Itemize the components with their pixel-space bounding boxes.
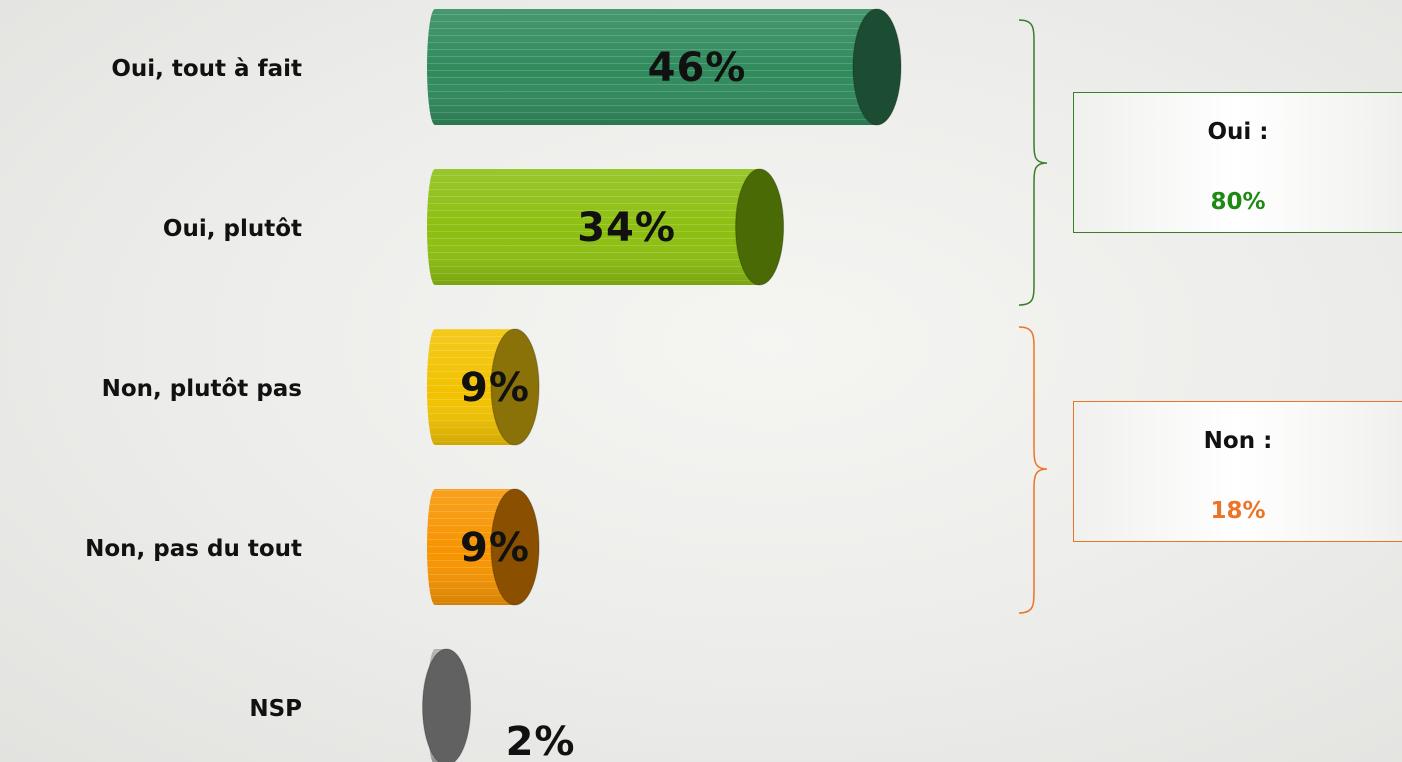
category-label-4: Non, pas du tout [85,536,302,562]
bar-end-cap [735,168,785,286]
bar-end-cap [852,8,902,126]
oui-summary-label: Oui : [1207,119,1269,145]
bar-shading [427,329,516,445]
group-braces [1018,19,1048,614]
category-label-3: Non, plutôt pas [102,376,302,402]
category-labels: Oui, tout à fait Oui, plutôt Non, plutôt p… [85,56,302,722]
oui-group-brace [1018,19,1048,306]
bar-4 [427,488,540,606]
category-label-1: Oui, tout à fait [111,56,302,82]
bar-3 [427,328,540,446]
bar-end-cap [490,328,540,446]
value-label-2: 34% [577,205,676,251]
value-label-1: 46% [648,45,747,91]
oui-summary-value: 80% [1210,189,1266,215]
bar-shading [427,9,877,125]
bar-2 [427,168,785,286]
oui-summary-box: Oui : 80% [1073,92,1402,233]
bar-shading [427,489,516,605]
value-label-5: 2% [506,719,576,762]
value-label-4: 9% [460,525,530,571]
bar-end-cap [490,488,540,606]
bar-shading [427,169,760,285]
non-group-brace [1018,326,1048,614]
non-summary-label: Non : [1203,428,1273,454]
non-summary-value: 18% [1210,498,1266,524]
bars-group [422,8,902,762]
non-summary-box: Non : 18% [1073,401,1402,542]
value-label-3: 9% [460,365,530,411]
bar-5 [422,648,472,762]
bar-end-cap [422,648,472,762]
bar-1 [427,8,902,126]
category-label-2: Oui, plutôt [163,216,302,242]
value-labels: 46% 34% 9% 9% 2% [460,45,747,762]
category-label-5: NSP [249,696,302,722]
